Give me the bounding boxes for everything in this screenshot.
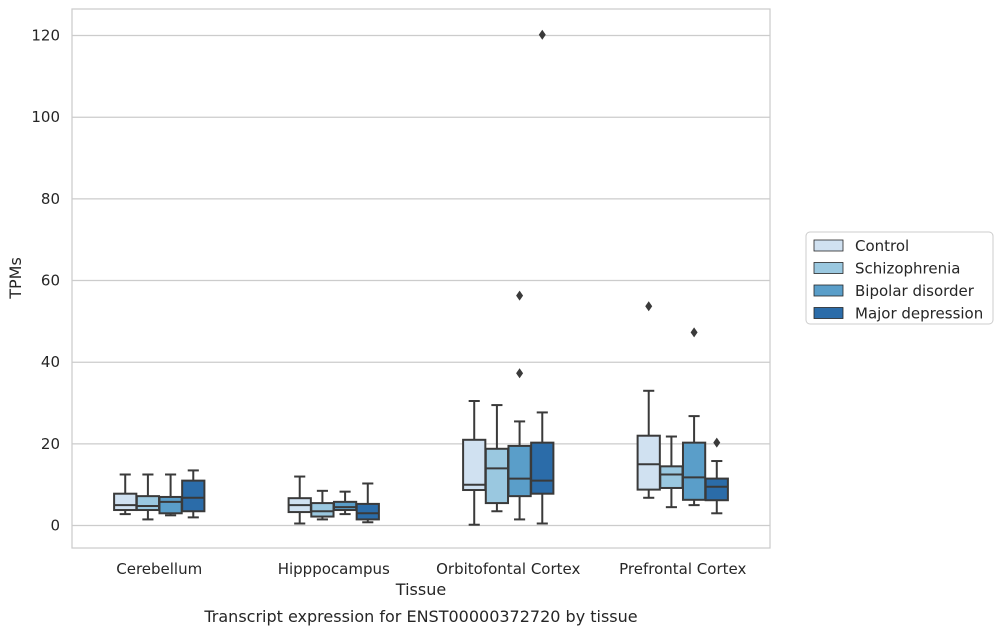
y-tick-label: 60 <box>41 272 60 290</box>
box <box>659 435 684 509</box>
box <box>636 301 661 499</box>
y-tick-label: 40 <box>41 353 60 371</box>
legend-label: Bipolar disorder <box>855 282 975 300</box>
outlier-point <box>645 301 653 312</box>
box <box>310 489 335 521</box>
y-axis-label: TPMs <box>6 257 25 300</box>
box <box>462 400 487 526</box>
legend-label: Major depression <box>855 305 983 323</box>
y-tick-label: 100 <box>31 108 60 126</box>
x-tick-labels: Cerebellum Hipppocampus Orbitofontal Corte… <box>116 560 746 578</box>
x-tick-label: Hipppocampus <box>278 560 390 578</box>
legend-swatch <box>813 262 844 274</box>
legend-label: Schizophrenia <box>855 260 960 278</box>
outlier-point <box>516 368 524 379</box>
box-iqr <box>355 502 380 521</box>
box <box>530 29 555 525</box>
chart-caption: Transcript expression for ENST0000037272… <box>203 607 637 626</box>
box-iqr <box>113 492 138 512</box>
box <box>507 290 532 521</box>
series-bipolar-disorder <box>158 290 707 521</box>
legend-swatch <box>813 307 844 319</box>
box-iqr <box>659 465 684 489</box>
box-iqr <box>530 441 555 495</box>
box-iqr <box>507 444 532 498</box>
legend-swatch <box>813 284 844 297</box>
legend-label: Control <box>855 237 909 255</box>
box <box>135 473 161 521</box>
box-iqr <box>681 441 707 501</box>
y-tick-labels: 0 20 40 60 80 100 120 <box>31 27 60 535</box>
box-iqr <box>462 438 487 492</box>
box-iqr <box>636 434 661 491</box>
outlier-point <box>690 327 698 338</box>
box-iqr <box>135 495 161 512</box>
grid-lines <box>72 34 770 527</box>
y-tick-label: 120 <box>31 27 60 45</box>
box <box>287 475 312 525</box>
outlier-point <box>516 290 524 301</box>
outlier-point <box>713 437 721 448</box>
x-tick-label: Orbitofontal Cortex <box>436 560 580 578</box>
legend-swatch <box>813 239 844 252</box>
box-iqr <box>158 495 183 515</box>
series-control <box>113 301 661 526</box>
box-iqr <box>181 479 206 513</box>
outlier-point <box>538 29 546 40</box>
box-series <box>113 29 729 526</box>
legend-frame <box>805 231 994 325</box>
box <box>484 404 510 513</box>
box <box>355 482 380 524</box>
box <box>181 469 206 519</box>
plot-area-frame <box>71 8 771 549</box>
box-iqr <box>704 477 729 502</box>
box <box>704 437 729 515</box>
box <box>113 473 138 516</box>
y-tick-label: 20 <box>41 435 60 453</box>
y-tick-label: 80 <box>41 190 60 208</box>
y-tick-label: 0 <box>50 517 60 535</box>
legend: Control Schizophrenia Bipolar disorder Majo… <box>805 231 994 325</box>
series-major-depression <box>181 29 729 525</box>
box-iqr <box>484 447 510 505</box>
x-tick-label: Cerebellum <box>116 560 202 578</box>
box <box>681 327 707 507</box>
box <box>158 473 183 517</box>
x-axis-label: Tissue <box>395 580 446 599</box>
series-schizophrenia <box>135 404 684 521</box>
x-tick-label: Prefrontal Cortex <box>619 560 746 578</box>
box <box>332 490 358 516</box>
box-iqr <box>310 502 335 518</box>
box-iqr <box>332 500 358 512</box>
